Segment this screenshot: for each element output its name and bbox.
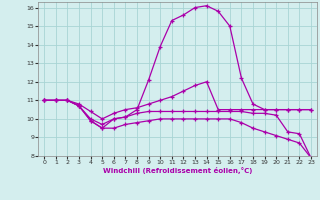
X-axis label: Windchill (Refroidissement éolien,°C): Windchill (Refroidissement éolien,°C) [103, 167, 252, 174]
